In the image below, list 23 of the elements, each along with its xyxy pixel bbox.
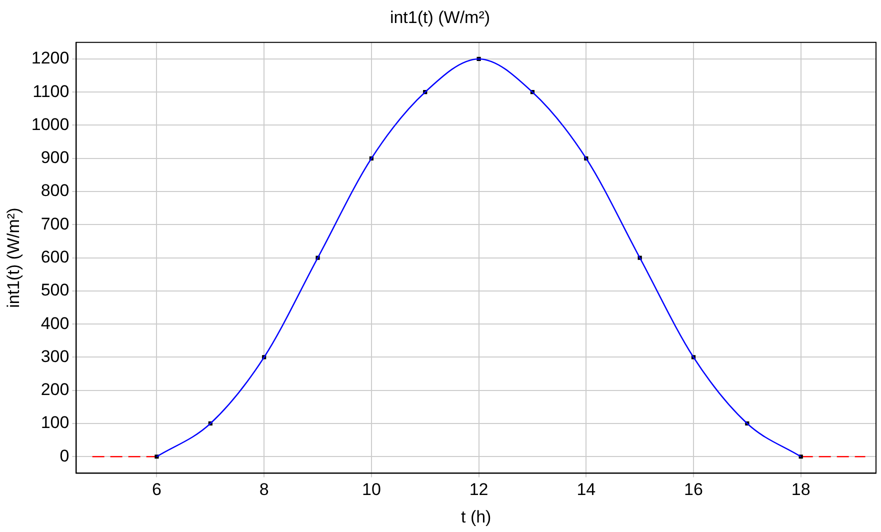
x-axis-title: t (h) (460, 507, 492, 526)
y-tick-label: 600 (40, 247, 70, 266)
y-tick-label: 400 (40, 314, 70, 333)
x-tick-label: 18 (791, 480, 810, 500)
y-tick-label: 1000 (31, 114, 70, 134)
y-tick-label: 500 (40, 280, 70, 300)
chart-title: int1(t) (W/m²) (390, 8, 490, 27)
x-tick-label: 14 (576, 480, 596, 500)
y-tick-label: 0 (60, 446, 70, 466)
x-tick-label: 8 (259, 480, 269, 500)
y-axis-title: int1(t) (W/m²) (4, 208, 23, 308)
y-tick-label: 800 (40, 181, 70, 200)
x-tick-label: 16 (684, 480, 703, 500)
y-tick-label: 1100 (32, 82, 70, 101)
y-tick-label: 900 (40, 148, 70, 168)
y-tick-label: 100 (40, 413, 70, 432)
y-tick-label: 700 (40, 214, 70, 234)
x-tick-label: 6 (152, 480, 162, 500)
y-tick-label: 1200 (31, 48, 70, 68)
x-tick-label: 12 (469, 480, 488, 500)
x-tick-label: 10 (362, 480, 381, 500)
y-tick-label: 300 (40, 346, 70, 366)
y-tick-label: 200 (40, 380, 70, 400)
